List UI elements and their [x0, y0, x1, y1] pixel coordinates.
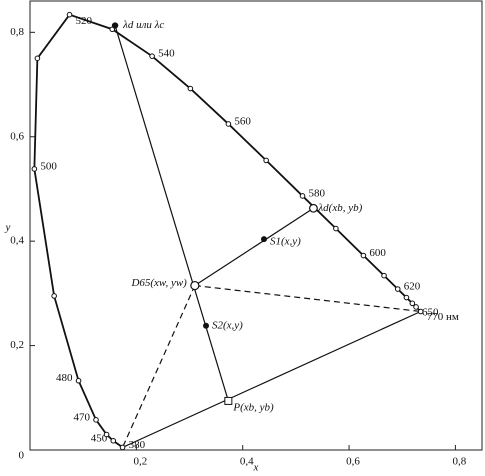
locus-marker	[417, 308, 424, 315]
wavelength-label: 480	[56, 372, 73, 384]
locus-marker	[149, 53, 155, 59]
locus-marker	[31, 166, 38, 172]
wavelength-label: 600	[369, 247, 386, 259]
x-tick-label: 0,4	[240, 456, 254, 468]
y-tick-label: 0,8	[10, 26, 24, 38]
locus-marker	[360, 252, 367, 259]
locus-marker	[333, 225, 339, 232]
spectral-locus	[33, 13, 422, 449]
locus-marker	[299, 193, 306, 199]
dashed-line	[122, 285, 196, 448]
locus-marker	[409, 300, 416, 307]
locus-marker	[394, 286, 401, 292]
point	[190, 280, 200, 291]
locus-marker	[93, 417, 99, 423]
point-label: λd или λc	[122, 19, 164, 31]
wavelength-label: 560	[234, 115, 251, 127]
point-label: D65(xw, yw)	[130, 277, 187, 289]
locus-marker	[66, 11, 73, 18]
point-label: λd(xb, yb)	[317, 202, 362, 214]
point	[224, 396, 233, 405]
locus-marker	[103, 431, 110, 438]
wavelength-label: 450	[91, 432, 108, 444]
point-label: P(xb, yb)	[232, 401, 274, 413]
wavelength-label: 500	[40, 160, 57, 172]
locus-marker	[381, 272, 387, 279]
wavelength-label: 580	[309, 187, 326, 199]
x-tick-label: 0,2	[133, 456, 147, 468]
frame	[29, 0, 483, 451]
wavelength-label: 380	[129, 439, 146, 451]
locus-marker	[263, 157, 269, 164]
wavelength-label: 520	[76, 15, 93, 27]
y-tick-label: 0,2	[10, 339, 24, 351]
y-tick-label: 0,4	[10, 235, 24, 247]
locus-marker	[119, 444, 126, 451]
dashed-line	[194, 284, 421, 313]
x-tick-label: 0,6	[346, 456, 360, 468]
wavelength-label: 470	[73, 411, 90, 423]
point-label: S2(x,y)	[212, 319, 243, 331]
point	[203, 322, 210, 329]
wavelength-label: 770 нм	[427, 311, 459, 323]
locus-marker	[110, 437, 117, 444]
locus-marker	[75, 377, 82, 384]
y-tick-label: 0	[19, 450, 25, 462]
point-label: S1(x,y)	[270, 236, 301, 248]
x-tick-label: 0,8	[453, 456, 467, 468]
point	[309, 203, 318, 213]
point	[111, 22, 119, 29]
locus-marker	[413, 304, 419, 310]
wavelength-label: 620	[404, 281, 421, 293]
x-axis-label: x	[253, 462, 259, 474]
dominant-line	[194, 207, 314, 287]
locus-marker	[187, 85, 194, 92]
wavelength-label: 540	[158, 48, 175, 60]
locus-marker	[51, 293, 57, 299]
locus-marker	[34, 55, 41, 62]
dominant-line	[114, 25, 229, 402]
wavelength-label: 650	[422, 306, 439, 318]
purple-line	[122, 310, 421, 448]
locus-marker	[225, 121, 232, 127]
y-axis-label: y	[5, 222, 11, 234]
point	[260, 236, 267, 243]
y-tick-label: 0,6	[10, 130, 24, 142]
locus-marker	[403, 294, 410, 301]
